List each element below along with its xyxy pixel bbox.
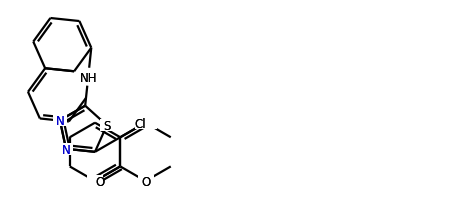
FancyBboxPatch shape <box>53 114 67 126</box>
FancyBboxPatch shape <box>59 143 73 155</box>
Text: NH: NH <box>79 72 97 85</box>
Text: Cl: Cl <box>134 118 146 131</box>
Text: S: S <box>103 120 110 133</box>
Text: Cl: Cl <box>134 118 146 131</box>
Text: S: S <box>103 120 110 133</box>
FancyBboxPatch shape <box>134 116 157 129</box>
Text: N: N <box>55 115 64 128</box>
Text: O: O <box>95 176 104 189</box>
Text: NH: NH <box>79 72 97 85</box>
FancyBboxPatch shape <box>87 175 103 187</box>
Text: N: N <box>62 144 70 157</box>
Text: O: O <box>141 176 150 189</box>
Text: O: O <box>141 176 150 189</box>
FancyBboxPatch shape <box>100 119 114 131</box>
FancyBboxPatch shape <box>138 175 154 187</box>
Text: N: N <box>55 115 64 128</box>
Text: O: O <box>95 176 104 189</box>
FancyBboxPatch shape <box>77 70 99 83</box>
Text: N: N <box>62 144 70 157</box>
